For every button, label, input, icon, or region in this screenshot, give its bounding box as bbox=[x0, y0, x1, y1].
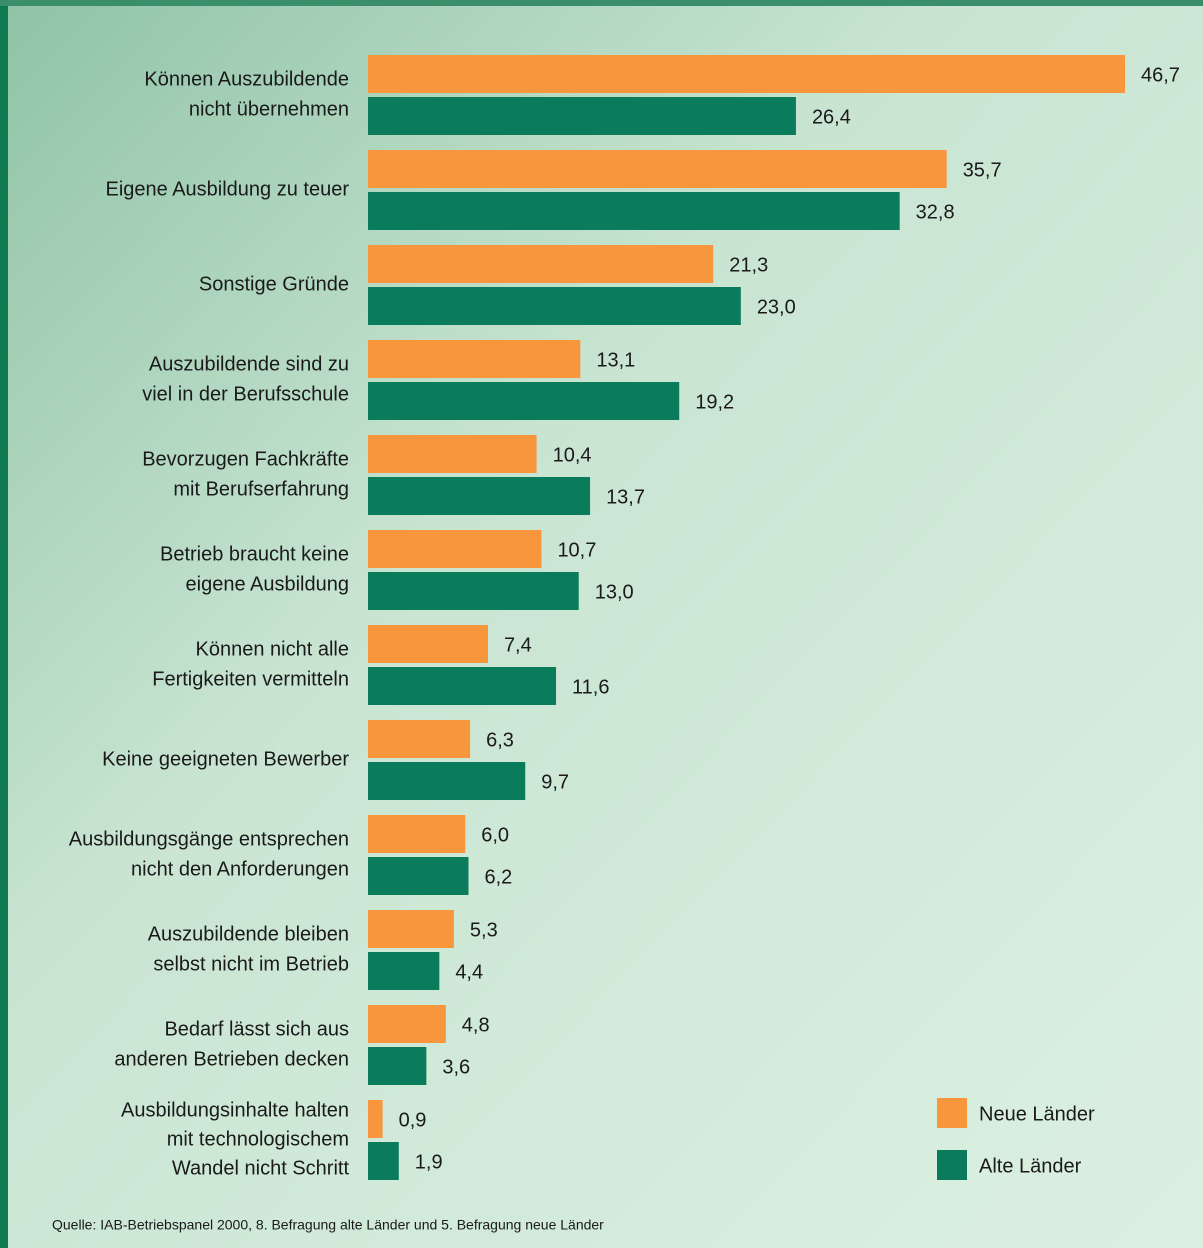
value-label: 6,3 bbox=[486, 729, 514, 751]
value-label: 6,2 bbox=[485, 866, 513, 888]
value-label: 0,9 bbox=[399, 1109, 427, 1131]
legend-label: Neue Länder bbox=[979, 1103, 1095, 1125]
value-label: 10,4 bbox=[553, 444, 592, 466]
bar bbox=[368, 435, 537, 473]
bar bbox=[368, 910, 454, 948]
value-label: 9,7 bbox=[541, 771, 569, 793]
legend-swatch bbox=[937, 1150, 967, 1180]
value-label: 46,7 bbox=[1141, 64, 1180, 86]
left-border bbox=[0, 0, 8, 1248]
category-label: Sonstige Gründe bbox=[199, 273, 349, 295]
category-label: Können nicht alle bbox=[196, 638, 349, 660]
value-label: 4,4 bbox=[455, 961, 483, 983]
value-label: 21,3 bbox=[729, 254, 768, 276]
top-border bbox=[0, 0, 1203, 6]
bar bbox=[368, 952, 440, 990]
bar bbox=[368, 1047, 427, 1085]
bar bbox=[368, 150, 947, 188]
category-label: eigene Ausbildung bbox=[186, 573, 349, 595]
category-label: mit technologischem bbox=[167, 1128, 349, 1150]
bar bbox=[368, 192, 900, 230]
legend-label: Alte Länder bbox=[979, 1155, 1082, 1177]
bar bbox=[368, 382, 680, 420]
bar bbox=[368, 572, 579, 610]
bar bbox=[368, 477, 591, 515]
bar bbox=[368, 720, 471, 758]
legend-swatch bbox=[937, 1098, 967, 1128]
category-label: Können Auszubildende bbox=[144, 68, 349, 90]
source-note: Quelle: IAB-Betriebspanel 2000, 8. Befra… bbox=[52, 1217, 604, 1233]
category-label: Fertigkeiten vermitteln bbox=[152, 668, 349, 690]
category-label: Wandel nicht Schritt bbox=[172, 1157, 350, 1179]
category-label: viel in der Berufsschule bbox=[142, 383, 349, 405]
bar bbox=[368, 1142, 399, 1180]
value-label: 13,0 bbox=[595, 581, 634, 603]
value-label: 23,0 bbox=[757, 296, 796, 318]
value-label: 11,6 bbox=[572, 676, 609, 698]
value-label: 5,3 bbox=[470, 919, 498, 941]
value-label: 13,1 bbox=[596, 349, 635, 371]
value-label: 13,7 bbox=[606, 486, 645, 508]
value-label: 19,2 bbox=[695, 391, 734, 413]
category-label: Ausbildungsinhalte halten bbox=[121, 1099, 349, 1121]
bar bbox=[368, 340, 581, 378]
bar bbox=[368, 1100, 383, 1138]
bar bbox=[368, 762, 526, 800]
value-label: 3,6 bbox=[442, 1056, 470, 1078]
bar bbox=[368, 97, 796, 135]
category-label: Bedarf lässt sich aus bbox=[164, 1018, 349, 1040]
value-label: 4,8 bbox=[462, 1014, 490, 1036]
bar bbox=[368, 287, 741, 325]
value-label: 7,4 bbox=[504, 634, 532, 656]
bar bbox=[368, 245, 714, 283]
category-label: selbst nicht im Betrieb bbox=[153, 953, 349, 975]
value-label: 35,7 bbox=[963, 159, 1002, 181]
category-label: Eigene Ausbildung zu teuer bbox=[105, 178, 349, 200]
value-label: 26,4 bbox=[812, 106, 851, 128]
category-label: anderen Betrieben decken bbox=[114, 1048, 349, 1070]
bar bbox=[368, 667, 557, 705]
value-label: 1,9 bbox=[415, 1151, 443, 1173]
category-label: Bevorzugen Fachkräfte bbox=[142, 448, 349, 470]
category-label: Auszubildende bleiben bbox=[148, 923, 349, 945]
category-label: Betrieb braucht keine bbox=[160, 543, 349, 565]
value-label: 6,0 bbox=[481, 824, 509, 846]
bar bbox=[368, 815, 466, 853]
category-label: nicht den Anforderungen bbox=[131, 858, 349, 880]
category-label: nicht übernehmen bbox=[189, 98, 349, 120]
value-label: 32,8 bbox=[916, 201, 955, 223]
bar bbox=[368, 530, 542, 568]
category-label: Ausbildungsgänge entsprechen bbox=[69, 828, 349, 850]
bar bbox=[368, 1005, 446, 1043]
bar bbox=[368, 857, 469, 895]
bar bbox=[368, 55, 1125, 93]
bar bbox=[368, 625, 488, 663]
category-label: Auszubildende sind zu bbox=[149, 353, 349, 375]
category-label: Keine geeigneten Bewerber bbox=[102, 748, 349, 770]
category-label: mit Berufserfahrung bbox=[173, 478, 349, 500]
value-label: 10,7 bbox=[557, 539, 596, 561]
